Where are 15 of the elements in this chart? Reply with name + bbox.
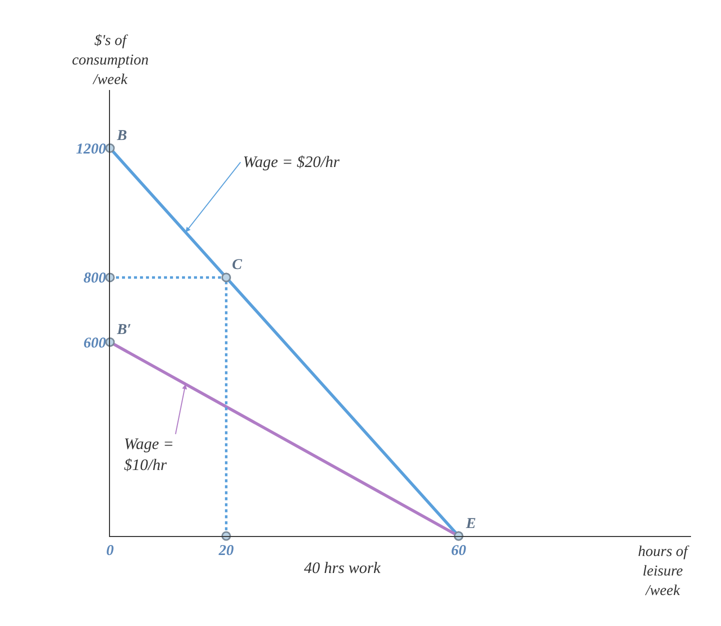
annotation: B <box>116 128 128 144</box>
y-axis-title: $'s of consumption /week <box>72 33 149 88</box>
annotation: Wage = $20/hr <box>243 154 340 171</box>
y-tick-label: 1200 <box>76 141 106 158</box>
annotation: B′ <box>116 322 132 338</box>
x-tick-label: 0 <box>106 543 114 559</box>
y-tick-label: 600 <box>84 335 106 352</box>
x-tick-label: 20 <box>218 543 234 559</box>
y-tick-label: 800 <box>84 270 106 287</box>
annotation: Wage = $10/hr <box>124 436 174 474</box>
text: 40 hrs work <box>304 560 382 577</box>
x-tick-label: 60 <box>451 543 467 559</box>
x-axis-title: hours of leisure /week <box>638 544 690 599</box>
annotation: C <box>232 257 243 273</box>
annotation: E <box>465 516 476 532</box>
